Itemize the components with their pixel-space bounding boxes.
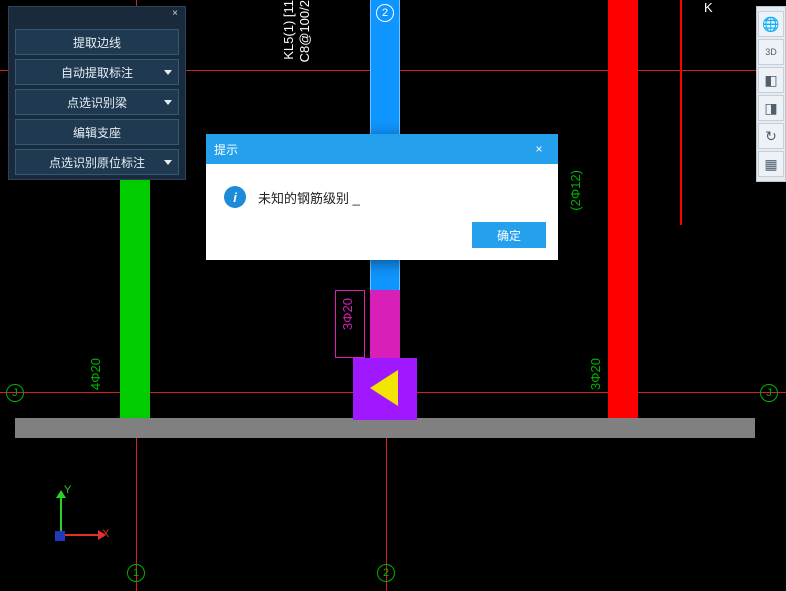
grid-bubble-1: 1 bbox=[127, 564, 145, 582]
toolbar-close-icon[interactable]: × bbox=[167, 8, 183, 22]
view-3d-icon[interactable]: 3D bbox=[758, 39, 784, 65]
beam-magenta-seg bbox=[370, 290, 400, 358]
annot-top-right: K bbox=[704, 0, 713, 15]
btn-pick-beam[interactable]: 点选识别梁 bbox=[15, 89, 179, 115]
chevron-down-icon bbox=[164, 100, 172, 105]
dialog-close-icon[interactable]: × bbox=[528, 142, 550, 156]
globe-icon[interactable]: 🌐 bbox=[758, 11, 784, 37]
beam-label-2: C8@100/2 bbox=[297, 0, 312, 62]
ok-label: 确定 bbox=[497, 229, 521, 243]
annot-right-beam: (2Φ12) bbox=[568, 170, 583, 211]
btn-label: 点选识别梁 bbox=[67, 94, 127, 111]
side-toolbar: × 提取边线 自动提取标注 点选识别梁 编辑支座 点选识别原位标注 bbox=[8, 6, 186, 180]
beam-number: 2 bbox=[382, 7, 388, 19]
grid-bubble-2: 2 bbox=[377, 564, 395, 582]
dialog-message: 未知的钢筋级别 _ bbox=[258, 188, 360, 207]
rotate-icon[interactable]: ↻ bbox=[758, 123, 784, 149]
dialog-titlebar[interactable]: 提示 × bbox=[206, 134, 558, 164]
annot-mid: 3Φ20 bbox=[340, 298, 355, 330]
btn-auto-extract-annot[interactable]: 自动提取标注 bbox=[15, 59, 179, 85]
axis-x-label: X bbox=[102, 528, 109, 540]
btn-label: 点选识别原位标注 bbox=[49, 154, 145, 171]
beam-label-1: KL5(1) [11 bbox=[281, 0, 296, 60]
axis-y-label: Y bbox=[64, 484, 71, 496]
message-dialog: 提示 × i 未知的钢筋级别 _ 确定 bbox=[206, 134, 558, 260]
cube-icon[interactable]: ◨ bbox=[758, 95, 784, 121]
beam-number-badge: 2 bbox=[376, 4, 394, 22]
btn-label: 自动提取标注 bbox=[61, 64, 133, 81]
floor-slab bbox=[15, 418, 755, 438]
chevron-down-icon bbox=[164, 160, 172, 165]
btn-pick-inplace-annot[interactable]: 点选识别原位标注 bbox=[15, 149, 179, 175]
dialog-title-text: 提示 bbox=[214, 141, 238, 158]
btn-edit-support[interactable]: 编辑支座 bbox=[15, 119, 179, 145]
grid-bubble-j-right: J bbox=[760, 384, 778, 402]
red-edge bbox=[680, 0, 682, 225]
annot-right: 3Φ20 bbox=[588, 358, 603, 390]
annot-left: 4Φ20 bbox=[88, 358, 103, 390]
info-icon: i bbox=[224, 186, 246, 208]
column-red bbox=[608, 0, 638, 418]
ok-button[interactable]: 确定 bbox=[472, 222, 546, 248]
ucs-axis-widget: Y X bbox=[50, 486, 110, 546]
btn-label: 提取边线 bbox=[73, 34, 121, 51]
grid-icon[interactable]: ▦ bbox=[758, 151, 784, 177]
cube-icon[interactable]: ◧ bbox=[758, 67, 784, 93]
chevron-down-icon bbox=[164, 70, 172, 75]
btn-extract-edge[interactable]: 提取边线 bbox=[15, 29, 179, 55]
grid-bubble-j-left: J bbox=[6, 384, 24, 402]
view-tool-strip: 🌐 3D ◧ ◨ ↻ ▦ bbox=[756, 6, 786, 182]
btn-label: 编辑支座 bbox=[73, 124, 121, 141]
arrow-yellow-icon bbox=[370, 370, 398, 406]
